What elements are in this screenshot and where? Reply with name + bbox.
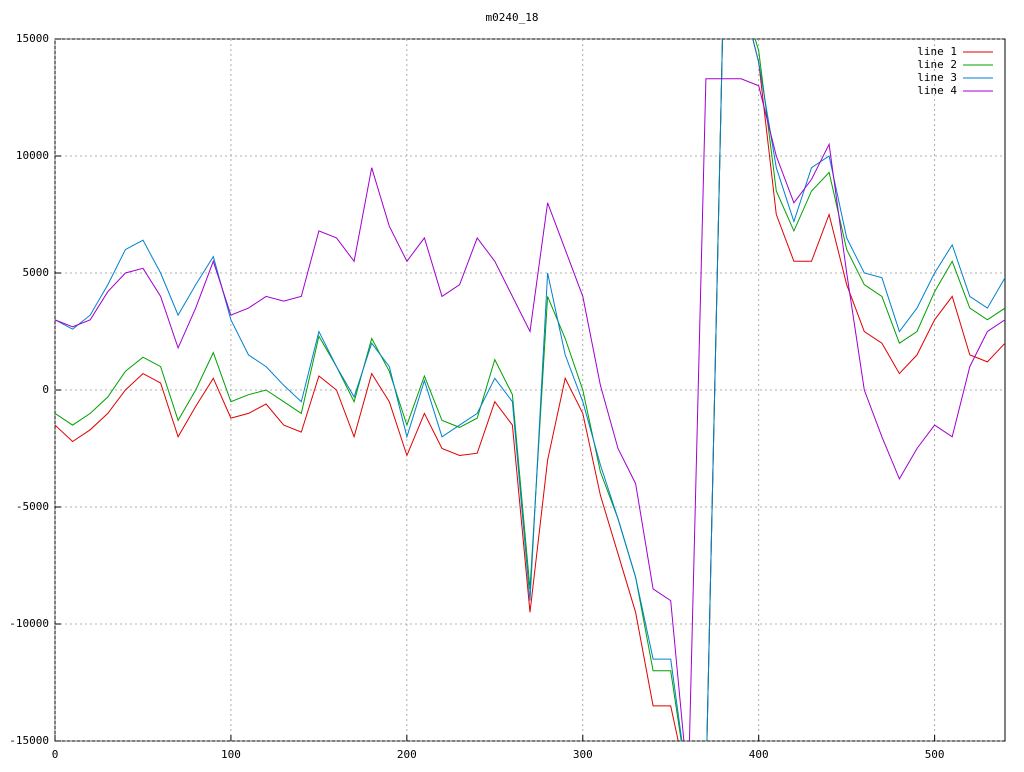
- x-tick-label: 300: [573, 748, 593, 761]
- legend-label: line 1: [917, 45, 957, 58]
- x-tick-label: 0: [52, 748, 59, 761]
- data-line: [55, 39, 1005, 741]
- y-tick-label: -15000: [9, 734, 49, 747]
- y-tick-label: -5000: [16, 500, 49, 513]
- y-tick-label: 0: [42, 383, 49, 396]
- data-line: [55, 39, 1005, 741]
- y-tick-label: -10000: [9, 617, 49, 630]
- y-tick-label: 15000: [16, 32, 49, 45]
- chart-title: m0240_18: [486, 11, 539, 24]
- legend-label: line 4: [917, 84, 957, 97]
- data-line: [55, 39, 1005, 741]
- y-tick-label: 10000: [16, 149, 49, 162]
- x-tick-label: 200: [397, 748, 417, 761]
- x-tick-label: 400: [749, 748, 769, 761]
- data-line: [55, 78, 1005, 741]
- legend-label: line 3: [917, 71, 957, 84]
- x-tick-label: 100: [221, 748, 241, 761]
- y-tick-label: 5000: [23, 266, 50, 279]
- legend-label: line 2: [917, 58, 957, 71]
- x-tick-label: 500: [925, 748, 945, 761]
